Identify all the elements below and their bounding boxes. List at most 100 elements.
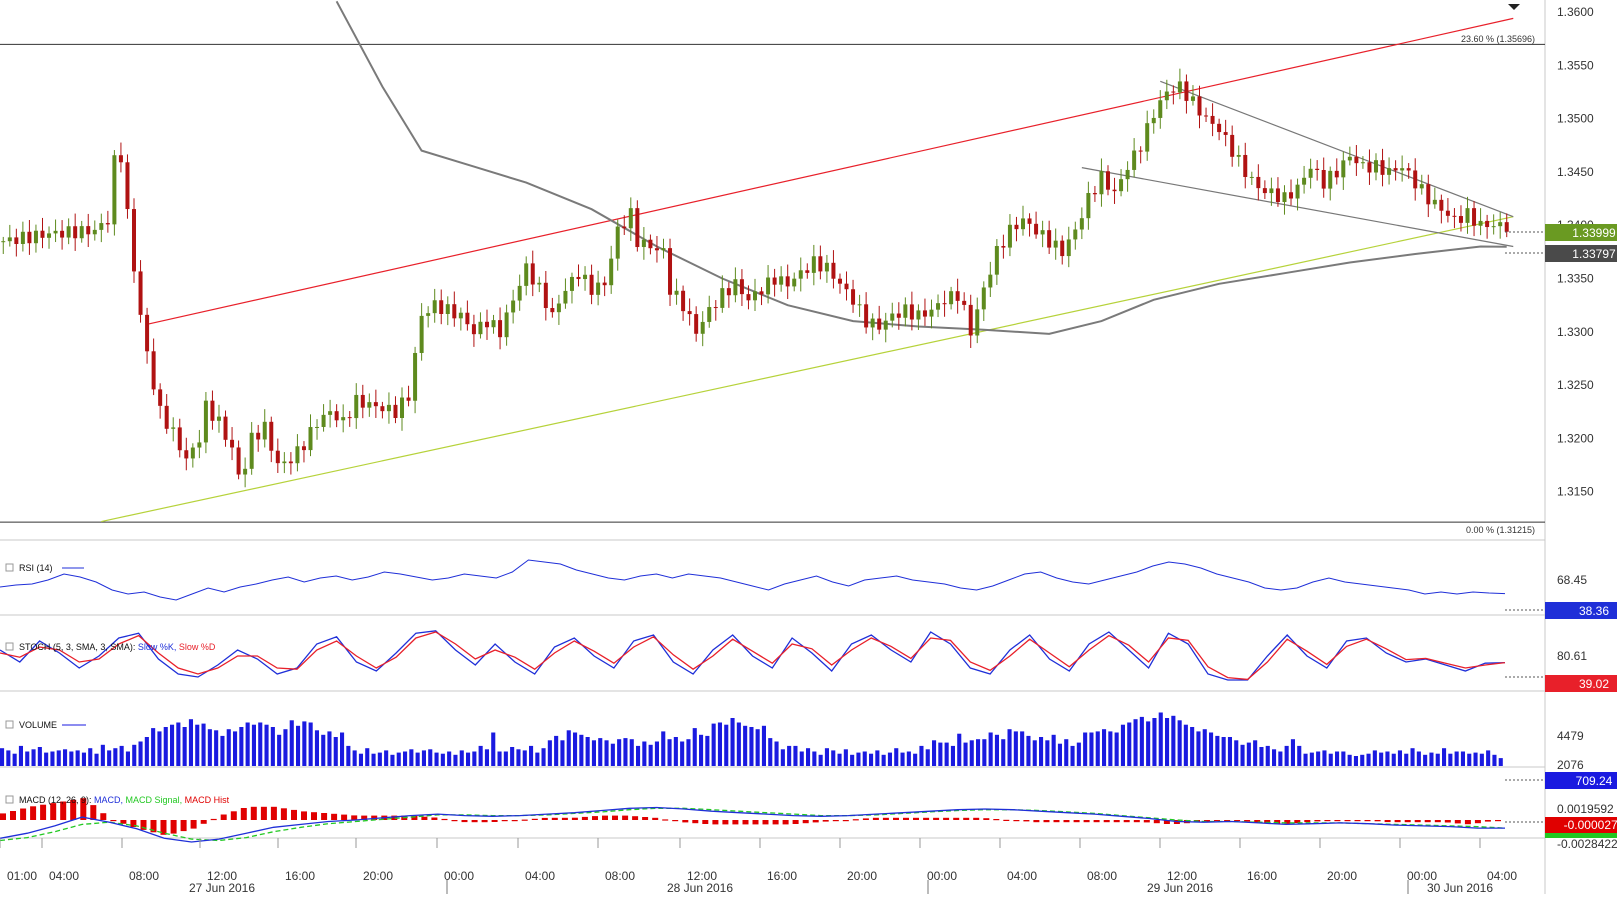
volume-bar [472,751,477,766]
candle-body [210,400,215,421]
rsi-panel[interactable] [0,559,1545,611]
candle-body [1341,160,1346,178]
candle-body [223,416,228,440]
macd-hist-bar [1264,820,1271,824]
rsi-title: RSI (14) [19,563,53,573]
volume-bar [12,753,17,766]
candle-body [1472,208,1477,226]
volume-bar [1152,718,1157,766]
macd-hist-bar [60,801,67,820]
candle-body [315,426,320,428]
stoch-close-icon[interactable] [5,642,14,651]
volume-bar [787,745,792,766]
volume-bar [151,728,156,766]
volume-bar [63,749,68,766]
candle-body [125,162,130,210]
macd-close-icon[interactable] [5,795,14,804]
candle-body [92,229,97,235]
price-panel[interactable]: 1.36001.35501.35001.34501.34001.33501.33… [0,0,1594,523]
candle-body [1334,170,1339,178]
volume-bar [1290,739,1295,766]
volume-close-icon[interactable] [5,720,14,729]
candle-body [615,226,620,259]
macd-hist-value: -0.0000277 [1564,818,1617,832]
rsi-close-icon[interactable] [5,563,14,572]
volume-bar [1190,727,1195,766]
time-label: 20:00 [363,869,393,883]
volume-bar [1057,743,1062,766]
candle-body [288,461,293,464]
date-label: 29 Jun 2016 [1147,881,1213,894]
candle-body [726,288,731,296]
candle-body [1445,210,1450,216]
macd-hist-bar [1113,820,1120,823]
candle-body [471,324,476,335]
volume-bar [560,740,565,766]
volume-bar [415,752,420,766]
volume-bar [296,725,301,766]
candle-body [1164,91,1169,101]
macd-hist-bar [1003,819,1010,821]
macd-hist-bar [471,820,478,823]
candle-body [772,277,777,285]
macd-hist-bar [1294,820,1301,823]
macd-hist-bar [50,803,57,820]
chevron-down-icon[interactable] [1508,4,1520,10]
candle-body [262,421,267,440]
macd-hist-bar [702,820,709,824]
volume-bar [440,753,445,766]
volume-bar [447,751,452,766]
volume-bar [466,752,471,766]
macd-hist-bar [1474,820,1481,824]
stoch-tick: 80.61 [1557,649,1587,663]
macd-hist-bar [321,813,328,820]
macd-hist-bar [1414,820,1421,823]
macd-hist-bar [842,820,849,822]
macd-hist-bar [782,820,789,825]
volume-bar [201,723,206,766]
macd-hist-value-box [1545,817,1617,833]
volume-bar [1467,753,1472,766]
volume-bar [1353,756,1358,766]
volume-bar [18,745,23,766]
macd-hist-bar [1434,820,1441,823]
candle-body [563,290,568,304]
candle-body [844,283,849,290]
candle-body [197,442,202,448]
volume-bar [1498,758,1503,766]
candle-body [1047,230,1052,248]
macd-hist-bar [1464,820,1471,825]
candle-body [922,310,927,317]
volume-panel[interactable] [0,712,1545,781]
candle-body [269,421,274,451]
macd-hist-bar [652,817,659,820]
macd-hist-bar [1344,820,1351,822]
candle-body [1302,177,1307,185]
macd-panel[interactable] [0,798,1545,843]
macd-hist-bar [1143,820,1150,823]
candle-body [367,402,372,408]
candle-body [47,233,52,238]
volume-bar [1253,740,1258,766]
candle-body [1360,162,1365,164]
price-current-box [1545,224,1617,241]
fib-high-label: 23.60 % (1.35696) [1461,34,1535,44]
stoch-d-line [0,631,1506,681]
macd-line [0,806,1505,843]
time-label: 16:00 [1247,869,1277,883]
candle-body [1289,192,1294,199]
candle-body [177,427,182,451]
candle-body [504,312,509,338]
volume-bar [1215,735,1220,766]
volume-bar [1234,740,1239,766]
candle-body [955,291,960,301]
stoch-panel[interactable] [0,630,1545,681]
candle-body [1367,162,1372,173]
macd-hist-bar [341,814,348,820]
volume-bar [421,750,426,766]
candle-body [654,248,659,251]
volume-bar [1486,750,1491,766]
volume-bar [503,751,508,766]
